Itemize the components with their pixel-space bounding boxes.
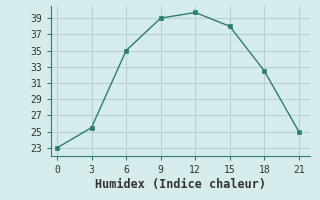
X-axis label: Humidex (Indice chaleur): Humidex (Indice chaleur) bbox=[95, 178, 266, 191]
